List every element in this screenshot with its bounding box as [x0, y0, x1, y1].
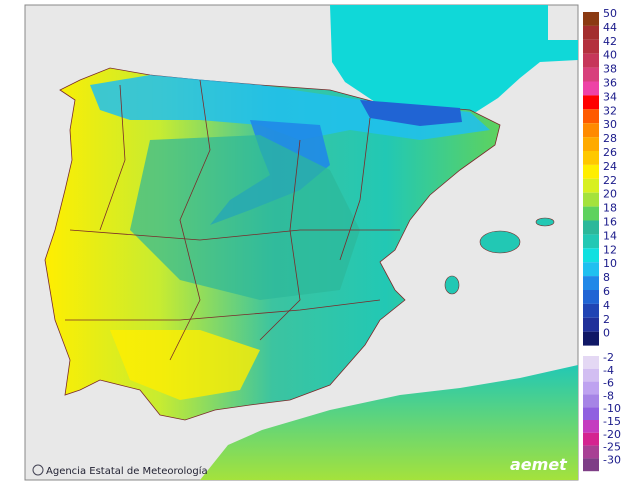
- legend: 5044424038363432302826242220181614121086…: [583, 7, 621, 472]
- legend-label: 18: [603, 202, 617, 215]
- legend-label: 24: [603, 160, 617, 173]
- legend-label: 20: [603, 188, 617, 201]
- legend-swatch: [583, 248, 599, 263]
- legend-label: -2: [603, 351, 614, 364]
- legend-label: -15: [603, 415, 621, 428]
- legend-label: 50: [603, 7, 617, 20]
- legend-swatch: [583, 303, 599, 318]
- legend-label: 8: [603, 271, 610, 284]
- legend-label: 38: [603, 63, 617, 76]
- legend-swatch: [583, 25, 599, 40]
- legend-label: -6: [603, 377, 614, 390]
- mallorca: [479, 230, 521, 254]
- north-cold: [90, 75, 490, 140]
- legend-label: 28: [603, 132, 617, 145]
- france: [330, 5, 578, 112]
- legend-swatch: [583, 394, 599, 408]
- legend-swatch: [583, 317, 599, 332]
- legend-swatch: [583, 53, 599, 68]
- legend-swatch: [583, 276, 599, 290]
- legend-label: 22: [603, 174, 617, 187]
- legend-swatch: [583, 432, 599, 446]
- logo: aemet: [510, 455, 568, 474]
- legend-swatch: [583, 407, 599, 420]
- legend-label: 12: [603, 243, 617, 256]
- legend-swatch: [583, 39, 599, 54]
- legend-label: -8: [603, 389, 614, 402]
- legend-swatch: [583, 12, 599, 26]
- africa: [200, 365, 578, 480]
- legend-label: 4: [603, 299, 610, 312]
- plateau: [130, 135, 360, 300]
- legend-swatch: [583, 109, 599, 124]
- legend-label: 42: [603, 35, 617, 48]
- legend-swatch: [583, 164, 599, 179]
- legend-label: 0: [603, 327, 610, 340]
- legend-swatch: [583, 331, 599, 346]
- legend-label: -10: [603, 402, 621, 415]
- legend-label: 44: [603, 21, 617, 34]
- legend-label: 14: [603, 229, 617, 242]
- pyrenees: [360, 100, 462, 126]
- legend-swatch: [583, 123, 599, 138]
- legend-label: 40: [603, 49, 617, 62]
- legend-swatch: [583, 458, 599, 472]
- legend-label: 34: [603, 90, 617, 103]
- legend-label: 26: [603, 146, 617, 159]
- menorca: [535, 217, 555, 227]
- legend-label: 2: [603, 313, 610, 326]
- legend-swatch: [583, 206, 599, 221]
- legend-swatch: [583, 368, 599, 382]
- legend-swatch: [583, 356, 599, 369]
- legend-swatch: [583, 67, 599, 82]
- legend-label: -25: [603, 441, 621, 454]
- legend-swatch: [583, 262, 599, 277]
- legend-label: 36: [603, 77, 617, 90]
- legend-label: 6: [603, 285, 610, 298]
- legend-label: 32: [603, 104, 617, 117]
- credit-text: Agencia Estatal de Meteorología: [46, 465, 208, 477]
- province-borders: [65, 79, 400, 361]
- legend-label: 30: [603, 118, 617, 131]
- legend-swatch: [583, 234, 599, 249]
- legend-label: -4: [603, 364, 614, 377]
- legend-label: -30: [603, 453, 621, 466]
- legend-swatch: [583, 192, 599, 207]
- legend-swatch: [583, 381, 599, 395]
- legend-label: -20: [603, 428, 621, 441]
- legend-swatch: [583, 445, 599, 459]
- credit: Agencia Estatal de Meteorología: [32, 464, 208, 477]
- legend-label: 10: [603, 257, 617, 270]
- legend-swatch: [583, 178, 599, 193]
- legend-swatch: [583, 151, 599, 165]
- legend-swatch: [583, 95, 599, 110]
- legend-swatch: [583, 220, 599, 235]
- legend-swatch: [583, 290, 599, 304]
- legend-swatch: [583, 420, 599, 433]
- south-warm: [110, 330, 260, 400]
- ibiza: [444, 275, 460, 295]
- legend-swatch: [583, 81, 599, 96]
- legend-label: 16: [603, 216, 617, 229]
- legend-swatch: [583, 137, 599, 151]
